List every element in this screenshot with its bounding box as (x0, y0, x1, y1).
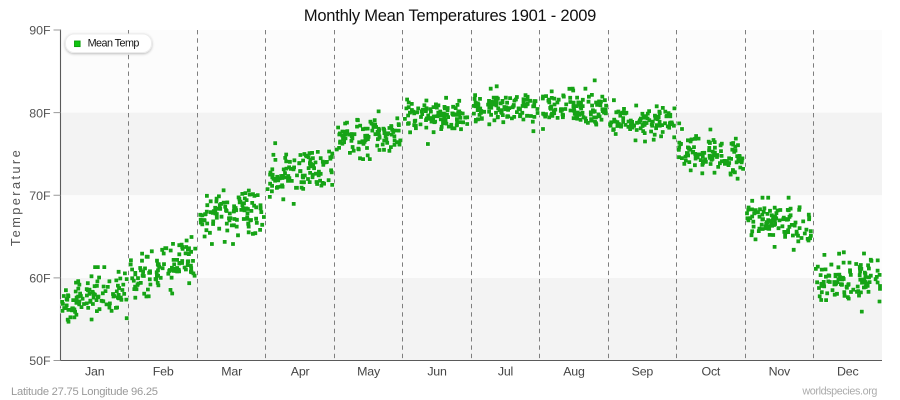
svg-text:50F: 50F (29, 354, 51, 368)
svg-text:Aug: Aug (563, 365, 585, 379)
svg-text:Sep: Sep (632, 365, 654, 379)
svg-text:Apr: Apr (291, 365, 310, 379)
svg-text:May: May (357, 365, 381, 379)
svg-text:Nov: Nov (769, 365, 791, 379)
svg-text:Jan: Jan (85, 365, 105, 379)
svg-text:60F: 60F (29, 272, 51, 286)
svg-text:Mar: Mar (221, 365, 242, 379)
svg-text:Latitude 27.75 Longitude 96.25: Latitude 27.75 Longitude 96.25 (11, 386, 158, 398)
svg-text:worldspecies.org: worldspecies.org (801, 386, 877, 398)
svg-text:Feb: Feb (153, 365, 174, 379)
svg-text:Monthly Mean Temperatures 1901: Monthly Mean Temperatures 1901 - 2009 (304, 7, 596, 25)
svg-text:Jun: Jun (427, 365, 447, 379)
svg-text:90F: 90F (29, 24, 51, 38)
svg-text:80F: 80F (29, 106, 51, 120)
svg-text:Mean Temp: Mean Temp (88, 38, 140, 50)
svg-text:70F: 70F (29, 189, 51, 203)
svg-text:Temperature: Temperature (8, 148, 23, 246)
svg-text:Dec: Dec (837, 365, 858, 379)
svg-text:Oct: Oct (702, 365, 721, 379)
svg-text:Jul: Jul (498, 365, 513, 379)
